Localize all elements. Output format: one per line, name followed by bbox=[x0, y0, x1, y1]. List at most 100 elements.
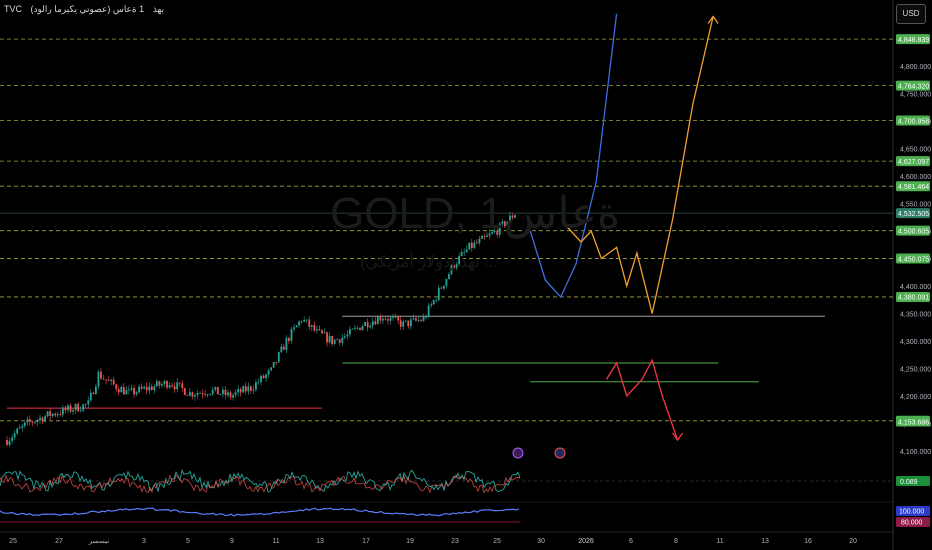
ma-badge-100-bg bbox=[896, 506, 930, 516]
candle-body bbox=[112, 379, 115, 385]
currency-button[interactable]: USD bbox=[896, 4, 926, 24]
candle-body bbox=[201, 392, 204, 395]
candle-body bbox=[229, 392, 232, 398]
candle-body bbox=[359, 327, 361, 331]
candle-body bbox=[239, 389, 242, 393]
candle-body bbox=[351, 328, 354, 330]
candle-body bbox=[404, 320, 407, 322]
price-badge-bg bbox=[896, 34, 930, 45]
candle-body bbox=[140, 386, 143, 389]
candle-body bbox=[379, 316, 382, 321]
candle-body bbox=[270, 367, 273, 371]
price-badge-label: 4,627.097 bbox=[898, 159, 929, 166]
candle-body bbox=[298, 321, 300, 326]
source-label: TVC bbox=[4, 4, 22, 14]
candle-body bbox=[168, 385, 171, 388]
candle-body bbox=[349, 329, 351, 335]
candle-body bbox=[82, 404, 85, 411]
candle-body bbox=[333, 339, 336, 344]
candle-body bbox=[72, 410, 74, 412]
candle-body bbox=[460, 252, 463, 256]
candle-body bbox=[374, 321, 377, 325]
candle-body bbox=[188, 392, 191, 396]
candle-body bbox=[407, 320, 410, 327]
candle-body bbox=[77, 403, 80, 412]
candle-body bbox=[158, 381, 161, 386]
candle-body bbox=[491, 231, 494, 234]
candle-body bbox=[34, 422, 36, 423]
candle-body bbox=[122, 387, 125, 395]
candle-body bbox=[89, 392, 92, 401]
candle-body bbox=[67, 405, 69, 411]
candle-body bbox=[300, 321, 303, 323]
y-tick-label-5: 4,550.000 bbox=[900, 202, 931, 209]
candle-body bbox=[262, 375, 265, 379]
price-badge-bg bbox=[896, 416, 930, 427]
candle-body bbox=[476, 242, 478, 244]
price-badge-label: 4,581.464 bbox=[898, 184, 929, 191]
candle-body bbox=[257, 382, 260, 383]
candle-body bbox=[430, 304, 433, 306]
candle-body bbox=[356, 327, 359, 329]
candle-body bbox=[503, 221, 506, 227]
blue-projection-path bbox=[529, 13, 618, 299]
interval-label: 1 ةعاس bbox=[112, 4, 145, 14]
candle-body bbox=[183, 388, 186, 396]
price-badge-bg bbox=[896, 225, 930, 236]
price-badge-bg bbox=[896, 253, 930, 264]
candle-body bbox=[481, 236, 483, 239]
candle-body bbox=[336, 339, 339, 341]
y-tick-label-9: 4,350.000 bbox=[900, 312, 931, 319]
candle-body bbox=[244, 386, 247, 392]
candle-body bbox=[46, 411, 49, 417]
price-badge-4: 4,581.464 bbox=[896, 181, 930, 192]
x-tick-label-7: 13 bbox=[316, 538, 324, 545]
candle-body bbox=[453, 265, 455, 268]
candle-body bbox=[450, 265, 453, 275]
candle-body bbox=[346, 334, 349, 337]
candle-body bbox=[440, 287, 443, 289]
y-tick-label-3: 4,650.000 bbox=[900, 147, 931, 154]
candle-body bbox=[468, 242, 471, 250]
ma-badge-100-label: 100.000 bbox=[899, 509, 924, 516]
candle-body bbox=[331, 335, 334, 344]
price-badge-2: 4,700.958 bbox=[896, 115, 930, 126]
candle-body bbox=[282, 346, 285, 350]
candle-body bbox=[392, 317, 394, 319]
candle-body bbox=[120, 387, 123, 393]
candle-body bbox=[382, 318, 384, 321]
candle-body bbox=[6, 440, 8, 445]
candle-body bbox=[148, 386, 151, 391]
candle-body bbox=[153, 386, 156, 391]
candle-body bbox=[133, 388, 135, 395]
candle-body bbox=[28, 419, 31, 422]
candle-body bbox=[232, 395, 234, 398]
candle-body bbox=[463, 251, 466, 253]
candle-body bbox=[486, 235, 488, 237]
candle-body bbox=[150, 386, 153, 391]
candle-body bbox=[371, 321, 374, 326]
candle-body bbox=[338, 339, 341, 343]
candle-body bbox=[102, 378, 105, 380]
candle-body bbox=[222, 389, 224, 395]
candle-body bbox=[79, 410, 82, 412]
candle-body bbox=[308, 319, 311, 327]
candle-body bbox=[97, 371, 100, 387]
candle-body bbox=[323, 332, 326, 334]
candle-body bbox=[285, 337, 288, 350]
price-badge-label: 4,848.839 bbox=[898, 37, 929, 44]
candle-body bbox=[310, 325, 313, 327]
price-badge-label: 4,700.958 bbox=[898, 118, 929, 125]
price-badge-bg bbox=[896, 115, 930, 126]
x-tick-label-5: 9 bbox=[230, 538, 234, 545]
candle-body bbox=[176, 382, 179, 390]
candle-body bbox=[31, 421, 34, 423]
candle-body bbox=[36, 420, 39, 423]
candle-body bbox=[161, 384, 163, 386]
candle-body bbox=[364, 322, 367, 326]
x-tick-label-8: 17 bbox=[362, 538, 370, 545]
candle-body bbox=[318, 329, 321, 331]
candle-body bbox=[242, 386, 245, 393]
candle-body bbox=[178, 382, 181, 384]
